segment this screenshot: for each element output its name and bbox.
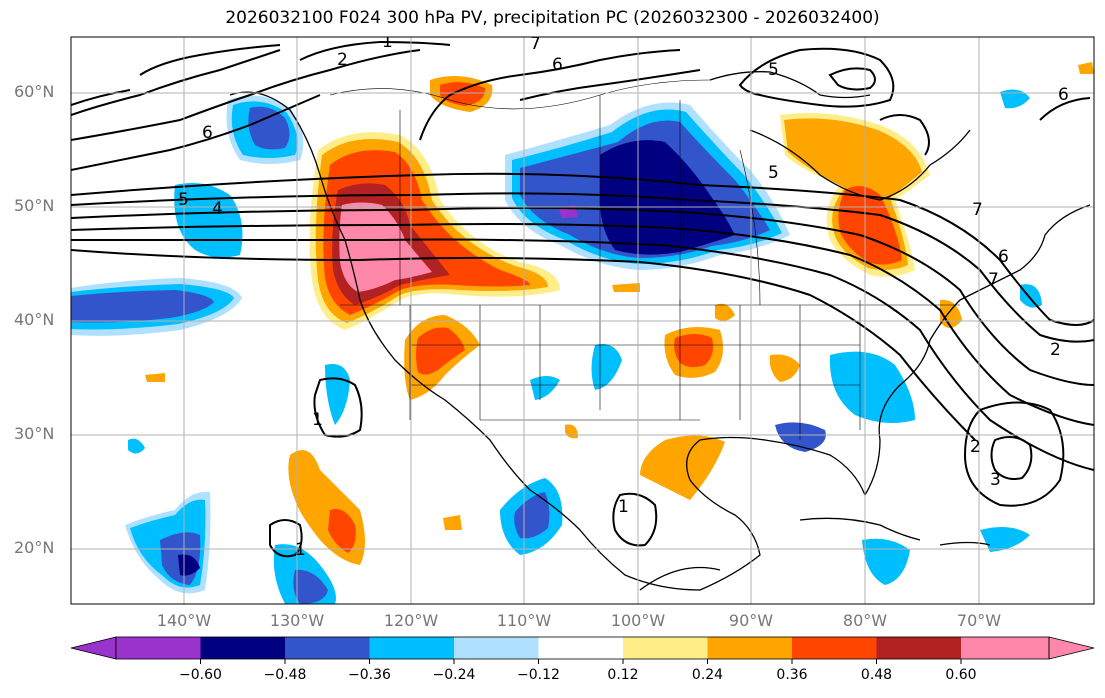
anomaly-neg-atl1 (1000, 89, 1030, 109)
anomaly-neg-carib1 (862, 538, 910, 585)
anomaly-pos-small4 (612, 283, 640, 292)
colorbar-segment (623, 637, 708, 659)
lon-label-140w: 140°W (156, 611, 212, 630)
colorbar-tick-label: 0.48 (860, 667, 893, 683)
anomaly-pos-small1 (145, 373, 165, 382)
lat-label-60n: 60°N (14, 82, 55, 101)
graticule (71, 37, 1094, 604)
anomaly-pos-sw-red (416, 327, 465, 375)
lon-label-80w: 80°W (842, 611, 888, 630)
contour-label: 4 (212, 199, 223, 219)
contour-label: 7 (530, 34, 541, 54)
anomaly-pos-midwest-red (674, 334, 714, 368)
lon-label-100w: 100°W (610, 611, 666, 630)
colorbar-tick-label: 0.60 (945, 667, 977, 683)
anomaly-neg-pacific-medblue (71, 290, 214, 323)
anomaly-pos-top-red (440, 82, 486, 106)
contour-label: 1 (295, 540, 306, 560)
anomaly-neg-se (829, 351, 915, 424)
colorbar-segment (538, 637, 623, 659)
colorbar-segment (792, 637, 877, 659)
lat-label-20n: 20°N (14, 538, 55, 557)
colorbar (70, 636, 1095, 664)
anomaly-neg-south-med (293, 569, 328, 604)
anomaly-neg-texas (591, 344, 622, 390)
lat-label-50n: 50°N (14, 196, 55, 215)
contour-label: 7 (988, 270, 999, 290)
anomaly-neg-se2 (775, 422, 826, 452)
contour-label: 1 (312, 410, 323, 430)
colorbar-tick-label: 0.24 (691, 667, 724, 683)
contour-label: 3 (990, 470, 1001, 490)
contour-label: 5 (768, 60, 779, 80)
contour-label: 2 (1050, 340, 1061, 360)
colorbar-tick-label: 0.36 (776, 667, 808, 683)
anomaly-neg-bc (174, 182, 243, 258)
contour-label: 1 (618, 497, 629, 517)
lat-label-40n: 40°N (14, 310, 55, 329)
map-title: 2026032100 F024 300 hPa PV, precipitatio… (225, 8, 880, 28)
anomaly-neg-mexico-med (514, 492, 550, 539)
colorbar-tick-label: −0.12 (517, 667, 560, 683)
colorbar-segment (200, 637, 285, 659)
anomaly-neg-alaska-medblue (248, 106, 290, 150)
colorbar-segment (285, 637, 370, 659)
contour-labels: 1 2 6 7 5 4 6 5 5 7 6 7 2 2 3 1 1 1 6 (178, 32, 1069, 560)
colorbar-segment (116, 637, 201, 659)
colorbar-tick-label: −0.60 (179, 667, 222, 683)
lon-label-90w: 90°W (728, 611, 774, 630)
colorbar-segment (369, 637, 454, 659)
colorbar-segment (876, 637, 961, 659)
precip-anomaly-fields (71, 62, 1094, 604)
colorbar-segment (961, 637, 1049, 659)
colorbar-tick-label: 0.12 (607, 667, 639, 683)
colorbar-extend-high (1048, 636, 1095, 660)
colorbar-tick-label: −0.48 (263, 667, 307, 683)
contour-label: 6 (552, 55, 563, 75)
contour-label: 6 (1058, 85, 1069, 105)
contour-label: 5 (768, 163, 779, 183)
colorbar-extend-low (70, 636, 117, 660)
lon-label-110w: 110°W (496, 611, 552, 630)
anomaly-pos-baja-red (328, 509, 356, 553)
pv-contours (71, 40, 1094, 558)
colorbar-tick-label: −0.24 (432, 667, 476, 683)
lon-label-120w: 120°W (383, 611, 439, 630)
anomaly-neg-nm (530, 376, 560, 400)
map-frame (70, 36, 1095, 605)
anomaly-pos-small3 (1078, 62, 1094, 74)
contour-label: 6 (202, 123, 213, 143)
anomaly-pos-small5 (715, 303, 735, 321)
anomaly-neg-carib2 (980, 526, 1030, 552)
lon-label-130w: 130°W (269, 611, 325, 630)
contour-label: 2 (337, 50, 348, 70)
contour-label: 5 (178, 190, 189, 210)
borders (329, 79, 960, 440)
anomaly-pos-gulf (640, 435, 725, 500)
anomaly-neg-atl2 (1020, 284, 1042, 308)
colorbar-segment (454, 637, 539, 659)
contour-label: 1 (382, 32, 393, 52)
colorbar-tick-label: −0.36 (348, 667, 391, 683)
contour-label: 7 (972, 200, 983, 220)
anomaly-pos-gulf2 (769, 354, 800, 382)
lon-label-70w: 70°W (956, 611, 1002, 630)
anomaly-pos-small7 (443, 515, 462, 530)
contour-label: 2 (970, 437, 981, 457)
anomaly-neg-small1 (128, 438, 145, 454)
coastlines (229, 71, 1091, 591)
contour-label: 6 (998, 247, 1009, 267)
colorbar-segment (707, 637, 792, 659)
lat-label-30n: 30°N (14, 424, 55, 443)
